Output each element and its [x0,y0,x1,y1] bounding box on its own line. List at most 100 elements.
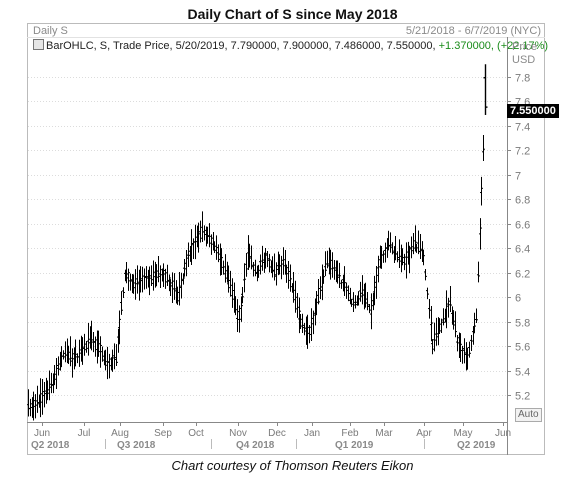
ohlc-bar [159,265,162,288]
ohlc-bar [275,262,278,286]
ohlc-bar [83,333,86,356]
ohlc-bar [414,225,417,252]
ohlc-bar [261,245,264,271]
ohlc-bar [430,305,433,342]
ohlc-bar [215,235,218,260]
ohlc-bar [431,339,434,355]
x-quarter-label: Q2 2018 [31,440,70,451]
y-tick-label: 5.2 [515,391,530,403]
ohlc-bar [463,338,466,364]
ohlc-bar [452,311,455,330]
ohlc-bar [85,340,88,353]
ohlc-bar [157,255,160,283]
ohlc-bar [451,306,454,325]
ohlc-bar [389,232,392,253]
x-quarter-label: Q2 2019 [457,440,496,451]
x-month-label: Apr [416,428,432,439]
ohlc-bar [169,279,172,297]
x-month-label: Jun [34,428,50,439]
ohlc-bar [357,291,360,306]
ohlc-bar [285,264,288,283]
ohlc-bar [48,370,51,401]
ohlc-bar [287,260,290,289]
x-month-label: Feb [341,428,359,439]
chart-title: Daily Chart of S since May 2018 [187,6,398,22]
ohlc-bar [120,291,123,315]
ohlc-bar [408,245,411,274]
ohlc-bar [229,270,232,297]
ohlc-bar [338,262,341,289]
ohlc-info-values: BarOHLC, S, Trade Price, 5/20/2019, 7.79… [46,40,436,52]
y-tick-label: 6.8 [515,195,530,207]
ohlc-bar [319,276,322,300]
ohlc-bar [187,242,190,268]
ohlc-bar [468,341,471,358]
ohlc-bar [442,308,445,326]
ohlc-bar [454,311,457,338]
ohlc-bar [480,176,483,206]
ohlc-bar [148,266,151,296]
ohlc-bar [194,224,197,260]
ohlc-bar [254,259,257,277]
ohlc-bar [354,295,357,309]
auto-scale-button[interactable]: Auto [515,408,542,422]
ohlc-bar [264,247,267,269]
ohlc-bar [347,285,350,302]
ohlc-bar [168,274,171,292]
ohlc-bar [217,244,220,263]
ohlc-bar [190,229,193,265]
ohlc-bar [248,243,251,268]
ohlc-bar [250,245,253,270]
x-month-label: Sep [154,428,172,439]
ohlc-bar [375,266,378,299]
ohlc-bar [475,308,478,323]
ohlc-bar [271,256,274,278]
ohlc-bar [364,282,367,308]
ohlc-bar [32,391,35,421]
x-month-label: May [454,428,473,439]
ohlc-bar [370,293,373,330]
ohlc-bar [106,346,109,380]
x-month-label: Aug [111,428,129,439]
ohlc-bar [333,260,336,280]
ohlc-bar [69,336,72,367]
ohlc-bar [373,275,376,306]
y-tick-label: 7 [515,171,521,183]
ohlc-bar [220,248,223,275]
y-axis-ticks: 5.25.45.65.866.26.46.66.877.27.47.67.8 [507,73,530,403]
ohlc-bar [213,241,216,253]
price-change-value: +1.370000, (+22.17%) [438,40,549,52]
bar-ohlc-icon[interactable] [33,39,44,50]
ohlc-bar [132,274,135,294]
ohlc-bar [336,260,339,284]
ohlc-bar [326,250,329,269]
ohlc-bar [236,299,239,333]
y-axis-title-line1: Price [512,41,538,53]
ohlc-bar [182,273,185,285]
ohlc-bar [415,243,418,253]
x-month-label: Oct [188,428,204,439]
y-axis-title: Price USD [512,41,537,67]
ohlc-bar [308,325,311,344]
ohlc-bar [224,254,227,283]
ohlc-bar [424,268,427,281]
ohlc-bar [199,220,202,243]
y-tick-label: 7.4 [515,122,530,134]
ohlc-bar [428,298,431,319]
ohlc-bar [306,314,309,349]
ohlc-bar [136,265,139,294]
ohlc-bar [152,260,155,291]
ohlc-bar [440,318,443,333]
ohlc-bar [310,308,313,341]
ohlc-bar [289,264,292,292]
ohlc-bar [259,254,262,275]
ohlc-bar [340,279,343,289]
ohlc-bar [391,242,394,255]
ohlc-bar [456,335,459,352]
ohlc-bar-last [483,64,488,115]
last-price-tag: 7.550000 [507,104,559,118]
x-quarter-label: Q3 2018 [117,440,156,451]
y-tick-label: 5.6 [515,342,530,354]
ohlc-bar [210,234,213,255]
ohlc-bar [438,318,441,334]
